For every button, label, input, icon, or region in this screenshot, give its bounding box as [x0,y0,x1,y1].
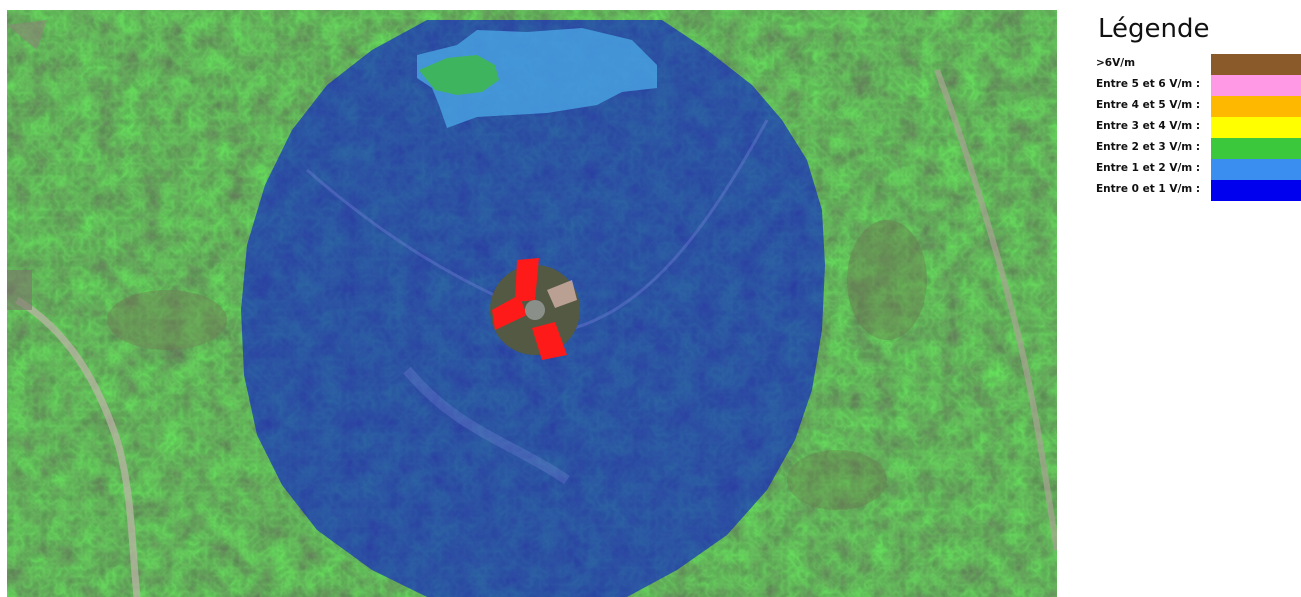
legend-color-swatch [1211,54,1301,75]
legend-color-swatch [1211,117,1301,138]
legend-item: Entre 2 et 3 V/m : [1090,138,1301,159]
legend-color-swatch [1211,159,1301,180]
legend-color-swatch [1211,138,1301,159]
antenna-site-icon [490,258,580,360]
zone-2-3-vm [419,55,499,95]
legend-item-label: Entre 5 et 6 V/m : [1096,78,1201,90]
legend-item-label: >6V/m [1096,57,1136,69]
zone-1-2-vm [417,28,657,128]
legend-item: Entre 0 et 1 V/m : [1090,180,1301,201]
legend-items: >6V/m Entre 5 et 6 V/m : Entre 4 et 5 V/m … [1090,54,1301,201]
map-canvas [7,10,1057,597]
legend-item-label: Entre 3 et 4 V/m : [1096,120,1201,132]
legend-item: Entre 5 et 6 V/m : [1090,75,1301,96]
legend-item-label: Entre 0 et 1 V/m : [1096,183,1201,195]
legend-item: Entre 4 et 5 V/m : [1090,96,1301,117]
legend-item-label: Entre 4 et 5 V/m : [1096,99,1201,111]
legend-title: Légende [1098,14,1210,44]
legend-color-swatch [1211,96,1301,117]
legend-color-swatch [1211,180,1301,201]
legend-item: Entre 1 et 2 V/m : [1090,159,1301,180]
legend-item: >6V/m [1090,54,1301,75]
legend-item-label: Entre 1 et 2 V/m : [1096,162,1201,174]
coverage-map [7,10,1057,597]
legend-item-label: Entre 2 et 3 V/m : [1096,141,1201,153]
legend-item: Entre 3 et 4 V/m : [1090,117,1301,138]
legend: Légende >6V/m Entre 5 et 6 V/m : Entre 4 e… [1090,14,1301,201]
legend-color-swatch [1211,75,1301,96]
